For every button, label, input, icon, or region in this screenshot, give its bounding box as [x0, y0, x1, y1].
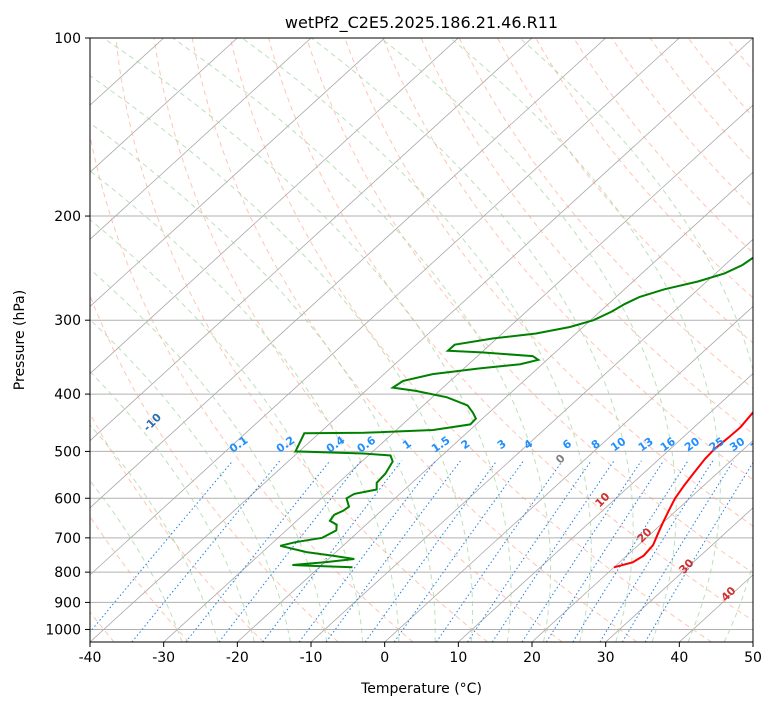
- moist-adiabat-line: [90, 75, 474, 642]
- x-tick-label: 0: [380, 650, 389, 666]
- moist-adiabat-line: [90, 219, 364, 642]
- dry-adiabat-line: [535, 38, 753, 299]
- y-axis-ticks: 100 200 300 400 500 600 700 800 900 1000: [45, 31, 90, 638]
- moist-adiabat-line: [90, 479, 183, 642]
- moist-adiabat-line: [311, 38, 634, 642]
- dry-adiabat-line: [229, 38, 712, 642]
- x-tick-label: -20: [226, 650, 249, 666]
- dry-adiabat-line: [115, 38, 488, 642]
- moist-adiabat-line: [90, 424, 219, 642]
- x-tick-label: -40: [79, 650, 102, 666]
- dry-adiabat-line: [382, 38, 753, 481]
- isotherm-line: [531, 440, 753, 642]
- plot-lines-layer: [90, 38, 753, 642]
- x-tick-label: -10: [300, 650, 323, 666]
- isotherm-line: [384, 305, 753, 642]
- mixing-ratio-line: [364, 460, 498, 642]
- temperature-profile-line: [613, 410, 753, 569]
- moist-adiabat-line: [519, 38, 753, 642]
- x-tick-label: 20: [523, 650, 541, 666]
- isotherm-line: [90, 38, 680, 576]
- mixing-ratio-line: [131, 460, 281, 642]
- y-tick-label: 900: [54, 595, 81, 611]
- mixing-ratio-line: [621, 460, 734, 642]
- x-tick-label: 30: [597, 650, 615, 666]
- isotherm-line: [90, 38, 533, 442]
- y-tick-label: 800: [54, 565, 81, 581]
- x-tick-label: 40: [670, 650, 688, 666]
- mixing-ratio-line: [185, 460, 331, 642]
- mixing-ratio-line: [435, 460, 563, 642]
- isotherm-line: [310, 238, 753, 642]
- plot-frame: [89, 37, 754, 643]
- x-tick-label: -30: [152, 650, 175, 666]
- dry-adiabat-line: [496, 38, 753, 344]
- y-tick-label: 500: [54, 444, 81, 460]
- dewpoint-profile-line: [280, 256, 753, 569]
- y-tick-label: 400: [54, 387, 81, 403]
- y-tick-label: 200: [54, 209, 81, 225]
- isotherm-line: [237, 171, 753, 642]
- isotherm-line: [90, 38, 385, 308]
- dry-adiabat-line: [611, 38, 753, 209]
- isotherm-line: [90, 38, 312, 240]
- dry-adiabat-line: [649, 38, 753, 164]
- y-axis-label: Pressure (hPa): [12, 290, 28, 390]
- dry-adiabat-line: [573, 38, 753, 254]
- dry-adiabat-line: [268, 38, 753, 622]
- mixing-ratio-line: [90, 460, 234, 633]
- isotherm-line: [163, 104, 753, 642]
- dry-adiabat-line: [90, 294, 339, 642]
- isotherm-line: [90, 38, 753, 642]
- isotherm-line: [90, 38, 459, 375]
- y-tick-label: 1000: [45, 622, 81, 638]
- moist-adiabat-line: [103, 38, 512, 642]
- x-tick-label: 50: [744, 650, 762, 666]
- isotherm-line: [458, 372, 753, 642]
- y-tick-label: 100: [54, 31, 81, 47]
- isotherm-line: [90, 38, 606, 509]
- mixing-ratio-label: 36: [748, 435, 768, 455]
- x-axis-label: Temperature (°C): [360, 681, 482, 697]
- moist-adiabat-line: [241, 38, 592, 642]
- chart-title: wetPf2_C2E5.2025.186.21.46.R11: [285, 13, 558, 33]
- moist-adiabat-line: [90, 170, 400, 642]
- mixing-ratio-line: [325, 460, 461, 642]
- y-tick-label: 700: [54, 531, 81, 547]
- x-tick-label: 10: [449, 650, 467, 666]
- dry-adiabat-line: [90, 132, 414, 642]
- mixing-ratio-line: [521, 460, 642, 642]
- moist-adiabat-line: [449, 38, 721, 642]
- y-tick-label: 600: [54, 491, 81, 507]
- mixing-ratio-line: [491, 460, 615, 642]
- mixing-ratio-line: [393, 460, 524, 642]
- x-axis-ticks: -40 -30 -20 -10 0 10 20 30 40 50: [79, 642, 762, 666]
- isotherm-line: [90, 38, 238, 173]
- isotherm-line: [605, 507, 753, 642]
- dry-adiabat-line: [90, 515, 190, 642]
- mixing-ratio-line: [467, 460, 592, 642]
- mixing-ratio-line: [644, 461, 753, 642]
- moist-adiabat-line: [90, 122, 436, 642]
- moist-adiabat-line: [380, 38, 677, 642]
- mixing-ratio-line: [298, 460, 436, 642]
- y-tick-label: 300: [54, 313, 81, 329]
